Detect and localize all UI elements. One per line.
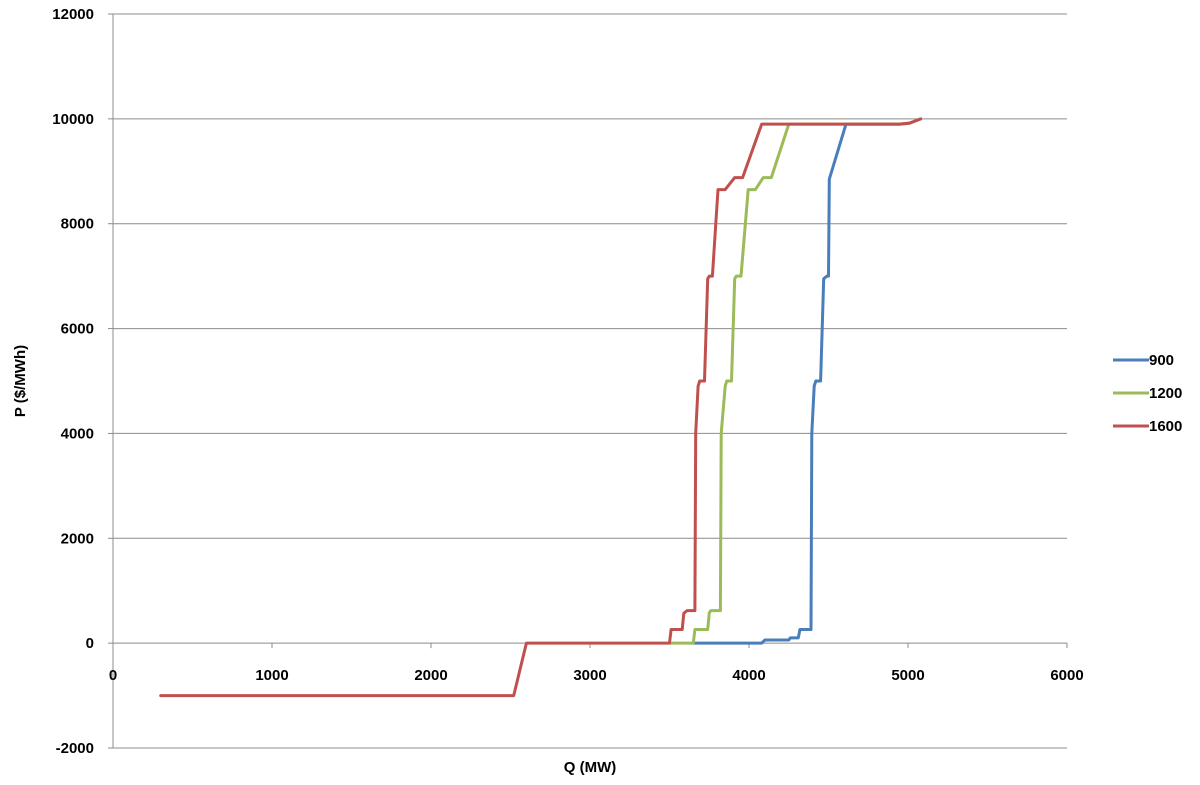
legend-label-900: 900 [1149,352,1174,369]
legend-label-1600: 1600 [1149,418,1182,435]
x-tick-label: 2000 [414,667,447,684]
tick-labels: -2000 0 2000 4000 6000 8000 10000 12000 0 1000 200… [52,6,1083,757]
axes [108,13,1068,749]
y-axis-title: P ($/MWh) [12,345,29,417]
series-line-1200 [668,117,923,645]
y-tick-label: 10000 [52,111,94,128]
x-tick-label: 5000 [891,667,924,684]
y-tick-label: 2000 [61,530,94,547]
x-tick-label: 3000 [573,667,606,684]
gridlines [113,13,1067,749]
y-tick-label: 4000 [61,425,94,442]
y-tick-label: 12000 [52,6,94,23]
legend: 900 1200 1600 [1113,352,1182,435]
series-line-900 [691,117,923,645]
y-tick-label: 8000 [61,216,94,233]
legend-label-1200: 1200 [1149,385,1182,402]
x-tick-label: 6000 [1050,667,1083,684]
series-lines [159,117,923,698]
x-tick-label: 1000 [255,667,288,684]
y-tick-label: 0 [86,635,94,652]
x-tick-label: 0 [109,667,117,684]
x-tick-label: 4000 [732,667,765,684]
x-axis-title: Q (MW) [564,759,616,776]
y-tick-label: -2000 [56,740,94,757]
y-tick-label: 6000 [61,321,94,338]
series-line-1600 [159,117,923,698]
